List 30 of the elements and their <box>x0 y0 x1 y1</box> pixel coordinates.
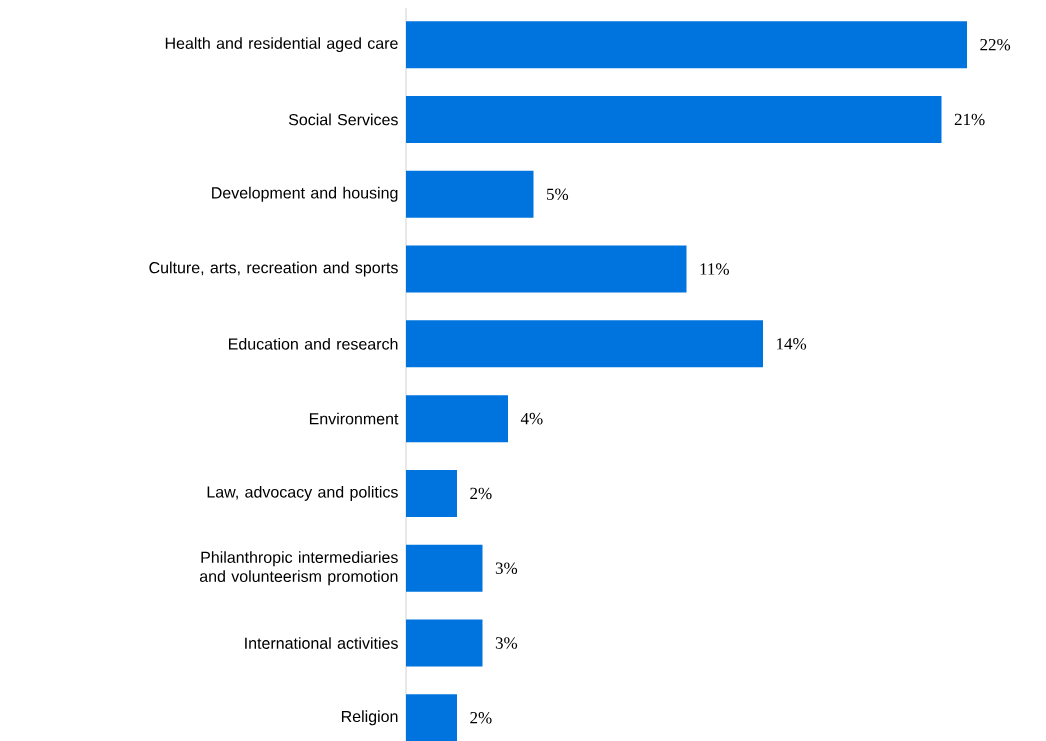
data-label: 3% <box>495 562 518 574</box>
y-tick-label: Culture, arts, recreation and sports <box>149 261 398 277</box>
bar <box>406 694 457 741</box>
bar <box>406 245 687 293</box>
y-tick-label: Philanthropic intermediaries and volunteerism promotion <box>199 551 398 586</box>
y-tick-label: Religion <box>341 710 398 726</box>
y-tick-label: Education and research <box>229 337 398 350</box>
bar <box>406 95 942 143</box>
y-tick-label: Health and residential aged care <box>165 37 398 53</box>
y-tick-label: Social Services <box>288 113 398 126</box>
data-label: 5% <box>547 188 569 200</box>
bar <box>406 21 968 69</box>
data-label: 3% <box>495 637 518 649</box>
data-label: 21% <box>954 113 985 126</box>
data-label: 11% <box>700 263 729 275</box>
data-label: 4% <box>520 412 543 425</box>
data-label: 14% <box>777 338 807 350</box>
bar <box>406 320 764 368</box>
bar <box>406 395 508 443</box>
y-tick-label: International activities <box>245 637 398 649</box>
y-tick-label: Law, advocacy and politics <box>207 485 398 501</box>
bar <box>406 544 483 592</box>
bar <box>406 469 457 517</box>
data-label: 22% <box>980 38 1011 51</box>
y-tick-label: Development and housing <box>212 186 398 202</box>
bar <box>406 619 483 667</box>
data-label: 2% <box>470 487 492 500</box>
bar <box>406 170 534 218</box>
y-tick-label: Environment <box>309 412 399 425</box>
data-label: 2% <box>470 712 492 724</box>
